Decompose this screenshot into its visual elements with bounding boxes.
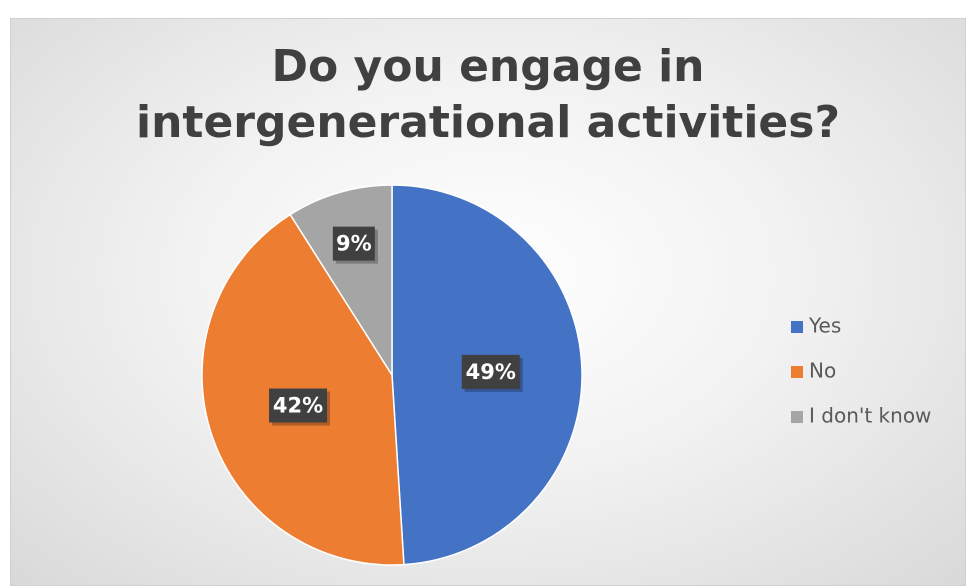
- legend-swatch: [791, 366, 803, 378]
- data-label: 49%: [466, 360, 516, 384]
- legend-swatch: [791, 321, 803, 333]
- chart-area: 49% 42% 9% Yes No I don't know Do you engage …: [10, 18, 966, 586]
- data-label: 9%: [336, 232, 372, 256]
- legend-swatch: [791, 411, 803, 423]
- legend-label: Yes: [808, 314, 841, 338]
- legend-label: I don't know: [809, 404, 931, 428]
- chart-title: Do you engage in intergenerational activ…: [136, 41, 840, 148]
- chart: 49% 42% 9% Yes No I don't know: [201, 184, 931, 566]
- data-label-box: [332, 226, 375, 261]
- data-label-box: [269, 388, 328, 423]
- data-label: 42%: [273, 394, 323, 418]
- data-label-box: [461, 354, 520, 389]
- legend-label: No: [809, 359, 836, 383]
